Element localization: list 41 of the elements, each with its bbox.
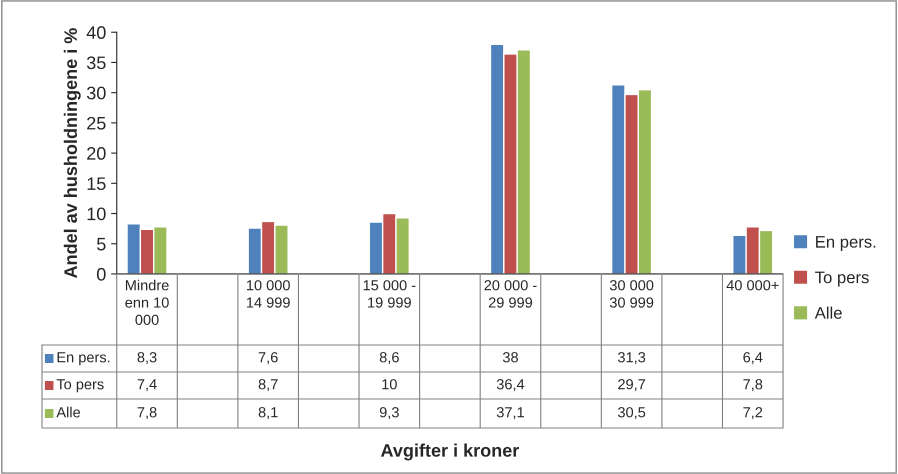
- x-tick-label: 10 000 14 999: [246, 280, 290, 308]
- data-label: 8,1: [258, 407, 278, 420]
- data-label: 36,4: [496, 379, 524, 392]
- text: Alle: [56, 406, 80, 418]
- x-tick-label: Mindre enn 10 000: [125, 280, 169, 325]
- y-tick-label: 40: [86, 26, 106, 39]
- x-tick-label: 30 000 30 999: [610, 280, 654, 308]
- y-tick-label: 5: [97, 238, 106, 250]
- data-label: 38: [502, 352, 518, 362]
- y-tick-label: 35: [86, 56, 106, 70]
- data-label: 7,8: [743, 379, 762, 392]
- x-tick-label: 40 000+: [726, 280, 779, 290]
- data-label: 7,6: [258, 352, 278, 364]
- data-label: 6,4: [743, 352, 762, 364]
- text: To pers: [56, 379, 104, 392]
- data-label: 7,4: [138, 379, 157, 392]
- x-tick-label: 20 000 - 29 999: [484, 280, 537, 308]
- y-tick-label: 15: [88, 177, 106, 190]
- text: En pers.: [58, 352, 110, 366]
- legend-label: En pers.: [816, 236, 876, 252]
- data-label: 8,7: [258, 379, 278, 392]
- y-tick-label: 10: [88, 207, 106, 220]
- y-tick-label: 25: [87, 116, 106, 130]
- data-label: 7,8: [138, 407, 157, 420]
- legend-label: To pers: [815, 272, 869, 287]
- data-label: 29,7: [618, 379, 646, 392]
- data-label: 10: [382, 379, 397, 390]
- data-label: 8,3: [138, 352, 157, 364]
- text: Avgifter i kroner: [380, 444, 520, 460]
- data-label: 30,5: [618, 407, 646, 420]
- legend-label: Alle: [814, 306, 842, 319]
- data-label: 9,3: [380, 407, 399, 420]
- y-tick-label: 20: [87, 147, 106, 160]
- y-axis-title: Andel av husholdningene i %: [64, 28, 81, 278]
- x-tick-label: 15 000 - 19 999: [364, 280, 416, 308]
- data-label: 7,2: [743, 407, 762, 420]
- y-tick-label: 30: [86, 86, 106, 100]
- data-label: 8,6: [380, 352, 399, 364]
- data-label: 31,3: [618, 352, 646, 364]
- y-tick-label: 0: [96, 268, 106, 281]
- data-label: 37,1: [496, 407, 524, 420]
